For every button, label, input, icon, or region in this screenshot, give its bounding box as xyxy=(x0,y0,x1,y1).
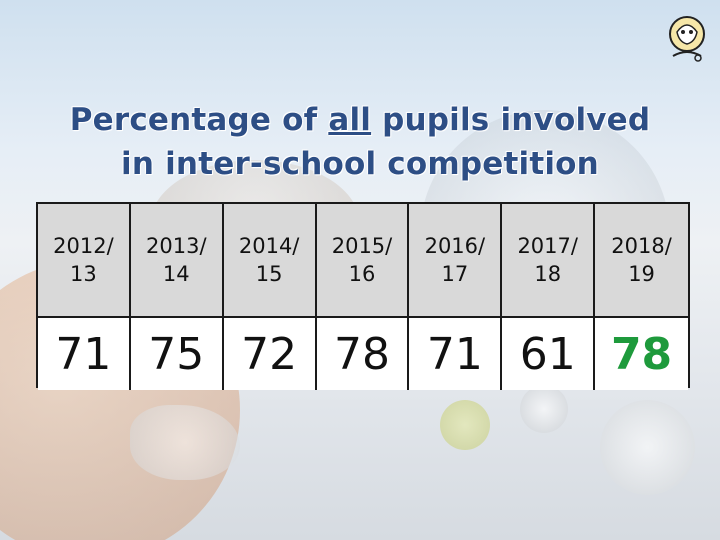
year-header-cell: 2016/ 17 xyxy=(409,204,503,318)
shuttlecock-background xyxy=(130,405,240,480)
percentage-value-cell: 72 xyxy=(223,318,317,390)
title-line-2: in inter-school competition xyxy=(121,146,599,182)
title-text-part: Percentage of xyxy=(69,102,329,138)
page-title: Percentage of all pupils involved in int… xyxy=(0,98,720,186)
school-crest-logo-icon xyxy=(669,16,705,62)
title-line-1: Percentage of all pupils involved xyxy=(0,98,720,142)
year-header-cell: 2015/ 16 xyxy=(316,204,410,318)
tennis-ball-background xyxy=(440,400,490,450)
baseball-background xyxy=(600,400,695,495)
percentage-value-cell: 78 xyxy=(316,318,410,390)
percentage-value-cell: 75 xyxy=(130,318,224,390)
title-underlined-word: all xyxy=(328,102,372,138)
percentage-value-cell: 71 xyxy=(38,318,131,390)
year-header-cell: 2012/ 13 xyxy=(38,204,131,318)
year-header-cell: 2014/ 15 xyxy=(223,204,317,318)
percentage-value-cell: 71 xyxy=(409,318,503,390)
golf-ball-background xyxy=(520,385,568,433)
percentage-value-cell: 61 xyxy=(502,318,596,390)
year-header-cell: 2017/ 18 xyxy=(502,204,596,318)
year-header-cell: 2018/ 19 xyxy=(595,204,688,318)
year-header-cell: 2013/ 14 xyxy=(130,204,224,318)
percentage-value-cell-highlighted: 78 xyxy=(595,318,688,390)
participation-table: 2012/ 13 2013/ 14 2014/ 15 2015/ 16 2016… xyxy=(36,202,690,390)
title-text-part: pupils involved xyxy=(371,102,651,138)
